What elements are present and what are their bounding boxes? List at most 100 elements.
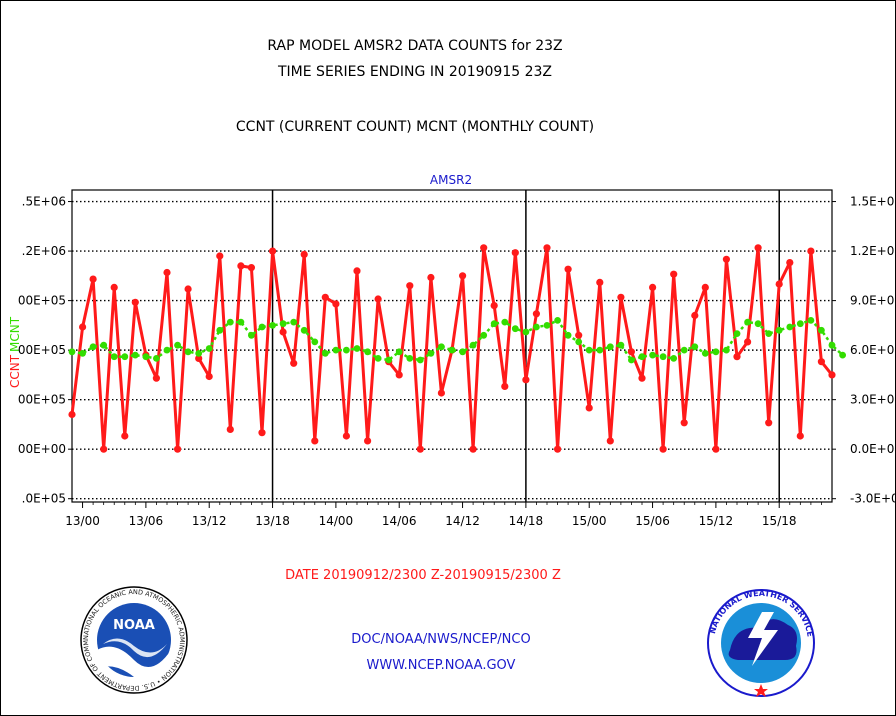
footer-website: WWW.NCEP.NOAA.GOV — [366, 658, 516, 673]
x-axis-label: DATE 20190912/2300 Z-20190915/2300 Z — [285, 568, 561, 583]
y-tick-label-right: -3.0E+0 — [850, 492, 896, 506]
data-point-ccnt — [511, 249, 519, 257]
data-point-ccnt — [828, 371, 836, 379]
data-point-ccnt — [765, 419, 773, 427]
data-point-mcnt — [332, 346, 340, 354]
data-point-mcnt — [248, 331, 255, 339]
data-point-ccnt — [712, 445, 720, 453]
data-point-mcnt — [68, 348, 76, 356]
data-point-ccnt — [733, 353, 741, 361]
data-point-mcnt — [258, 323, 266, 331]
data-point-mcnt — [184, 348, 192, 356]
data-point-ccnt — [564, 265, 572, 273]
data-point-mcnt — [79, 350, 86, 357]
data-point-ccnt — [279, 328, 287, 336]
data-point-mcnt — [828, 341, 836, 349]
data-point-ccnt — [226, 425, 234, 433]
data-point-ccnt — [617, 293, 625, 301]
data-point-ccnt — [680, 419, 688, 427]
data-point-ccnt — [585, 404, 593, 412]
data-point-mcnt — [533, 323, 540, 331]
data-point-ccnt — [311, 437, 319, 445]
x-tick-label: 15/00 — [572, 514, 607, 528]
data-point-mcnt — [596, 346, 604, 354]
data-point-ccnt — [775, 280, 783, 288]
data-point-mcnt — [279, 320, 287, 328]
data-point-ccnt — [205, 372, 213, 381]
data-point-ccnt — [395, 371, 403, 379]
data-point-mcnt — [786, 323, 794, 331]
data-point-mcnt — [480, 331, 488, 339]
data-point-ccnt — [131, 298, 139, 306]
data-point-mcnt — [300, 326, 308, 334]
data-point-mcnt — [522, 328, 530, 336]
data-point-mcnt — [216, 326, 224, 334]
data-point-ccnt — [321, 293, 329, 301]
data-point-mcnt — [427, 350, 435, 357]
data-point-mcnt — [89, 343, 97, 351]
data-point-ccnt — [332, 300, 340, 308]
data-point-ccnt — [269, 247, 277, 255]
data-point-mcnt — [121, 353, 129, 361]
data-point-mcnt — [617, 341, 625, 349]
data-point-mcnt — [501, 318, 509, 326]
data-point-mcnt — [321, 350, 329, 357]
data-point-mcnt — [374, 355, 382, 362]
data-point-ccnt — [290, 359, 298, 367]
data-point-mcnt — [554, 317, 561, 324]
data-point-ccnt — [68, 410, 76, 419]
chart-title-line2: TIME SERIES ENDING IN 20190915 23Z — [278, 64, 552, 80]
series-layer — [68, 244, 846, 453]
data-point-mcnt — [606, 343, 614, 351]
data-point-mcnt — [395, 348, 403, 356]
data-point-ccnt — [110, 283, 118, 291]
data-point-ccnt — [543, 244, 551, 252]
y-axis-label-ccnt: CCNT — [8, 354, 22, 388]
data-point-ccnt — [469, 445, 477, 453]
data-point-mcnt — [469, 341, 477, 349]
data-point-mcnt — [564, 331, 572, 339]
data-point-ccnt — [722, 255, 731, 263]
data-point-mcnt — [353, 345, 361, 352]
y-tick-label-right: 3.0E+0 — [850, 393, 894, 407]
data-point-ccnt — [247, 264, 255, 272]
data-point-ccnt — [606, 437, 614, 445]
data-point-mcnt — [110, 353, 118, 361]
data-point-ccnt — [754, 244, 762, 252]
data-point-ccnt — [501, 382, 509, 390]
data-point-mcnt — [585, 346, 593, 354]
chart-title-line3: CCNT (CURRENT COUNT) MCNT (MONTHLY COUNT… — [235, 119, 595, 135]
data-point-ccnt — [627, 348, 636, 356]
panel-title: AMSR2 — [430, 173, 472, 187]
data-point-mcnt — [754, 320, 762, 328]
data-point-mcnt — [511, 325, 519, 333]
data-point-mcnt — [490, 320, 498, 328]
nws-logo: NATIONAL WEATHER SERVICE — [707, 589, 815, 697]
data-point-ccnt — [195, 354, 203, 362]
axis-layer: AMSR2 CCNT MCNT DATE 20190912/2300 Z-201… — [8, 173, 896, 583]
data-point-mcnt — [680, 346, 688, 354]
y-tick-label-left: 00E+05 — [18, 294, 66, 308]
data-point-mcnt — [818, 326, 825, 334]
data-point-mcnt — [638, 353, 646, 361]
data-point-mcnt — [290, 318, 298, 326]
x-tick-label: 15/06 — [635, 514, 670, 528]
x-tick-label: 14/00 — [319, 514, 354, 528]
x-tick-label: 13/06 — [129, 514, 164, 528]
data-point-ccnt — [701, 283, 709, 291]
x-tick-label: 14/18 — [509, 514, 544, 528]
y-axis-label-mcnt: MCNT — [8, 316, 22, 352]
data-point-mcnt — [100, 341, 108, 349]
data-point-ccnt — [100, 445, 108, 453]
data-point-ccnt — [786, 259, 794, 267]
data-point-ccnt — [121, 432, 129, 440]
x-tick-label: 14/12 — [445, 514, 480, 528]
y-tick-label-right: 1.5E+0 — [850, 195, 894, 209]
y-tick-label-left: 00E+05 — [18, 343, 66, 357]
data-point-mcnt — [712, 348, 720, 356]
noaa-logo-text: NOAA — [113, 618, 155, 633]
y-tick-label-right: 9.0E+0 — [850, 294, 894, 308]
data-point-ccnt — [744, 338, 752, 346]
data-point-mcnt — [448, 346, 456, 354]
